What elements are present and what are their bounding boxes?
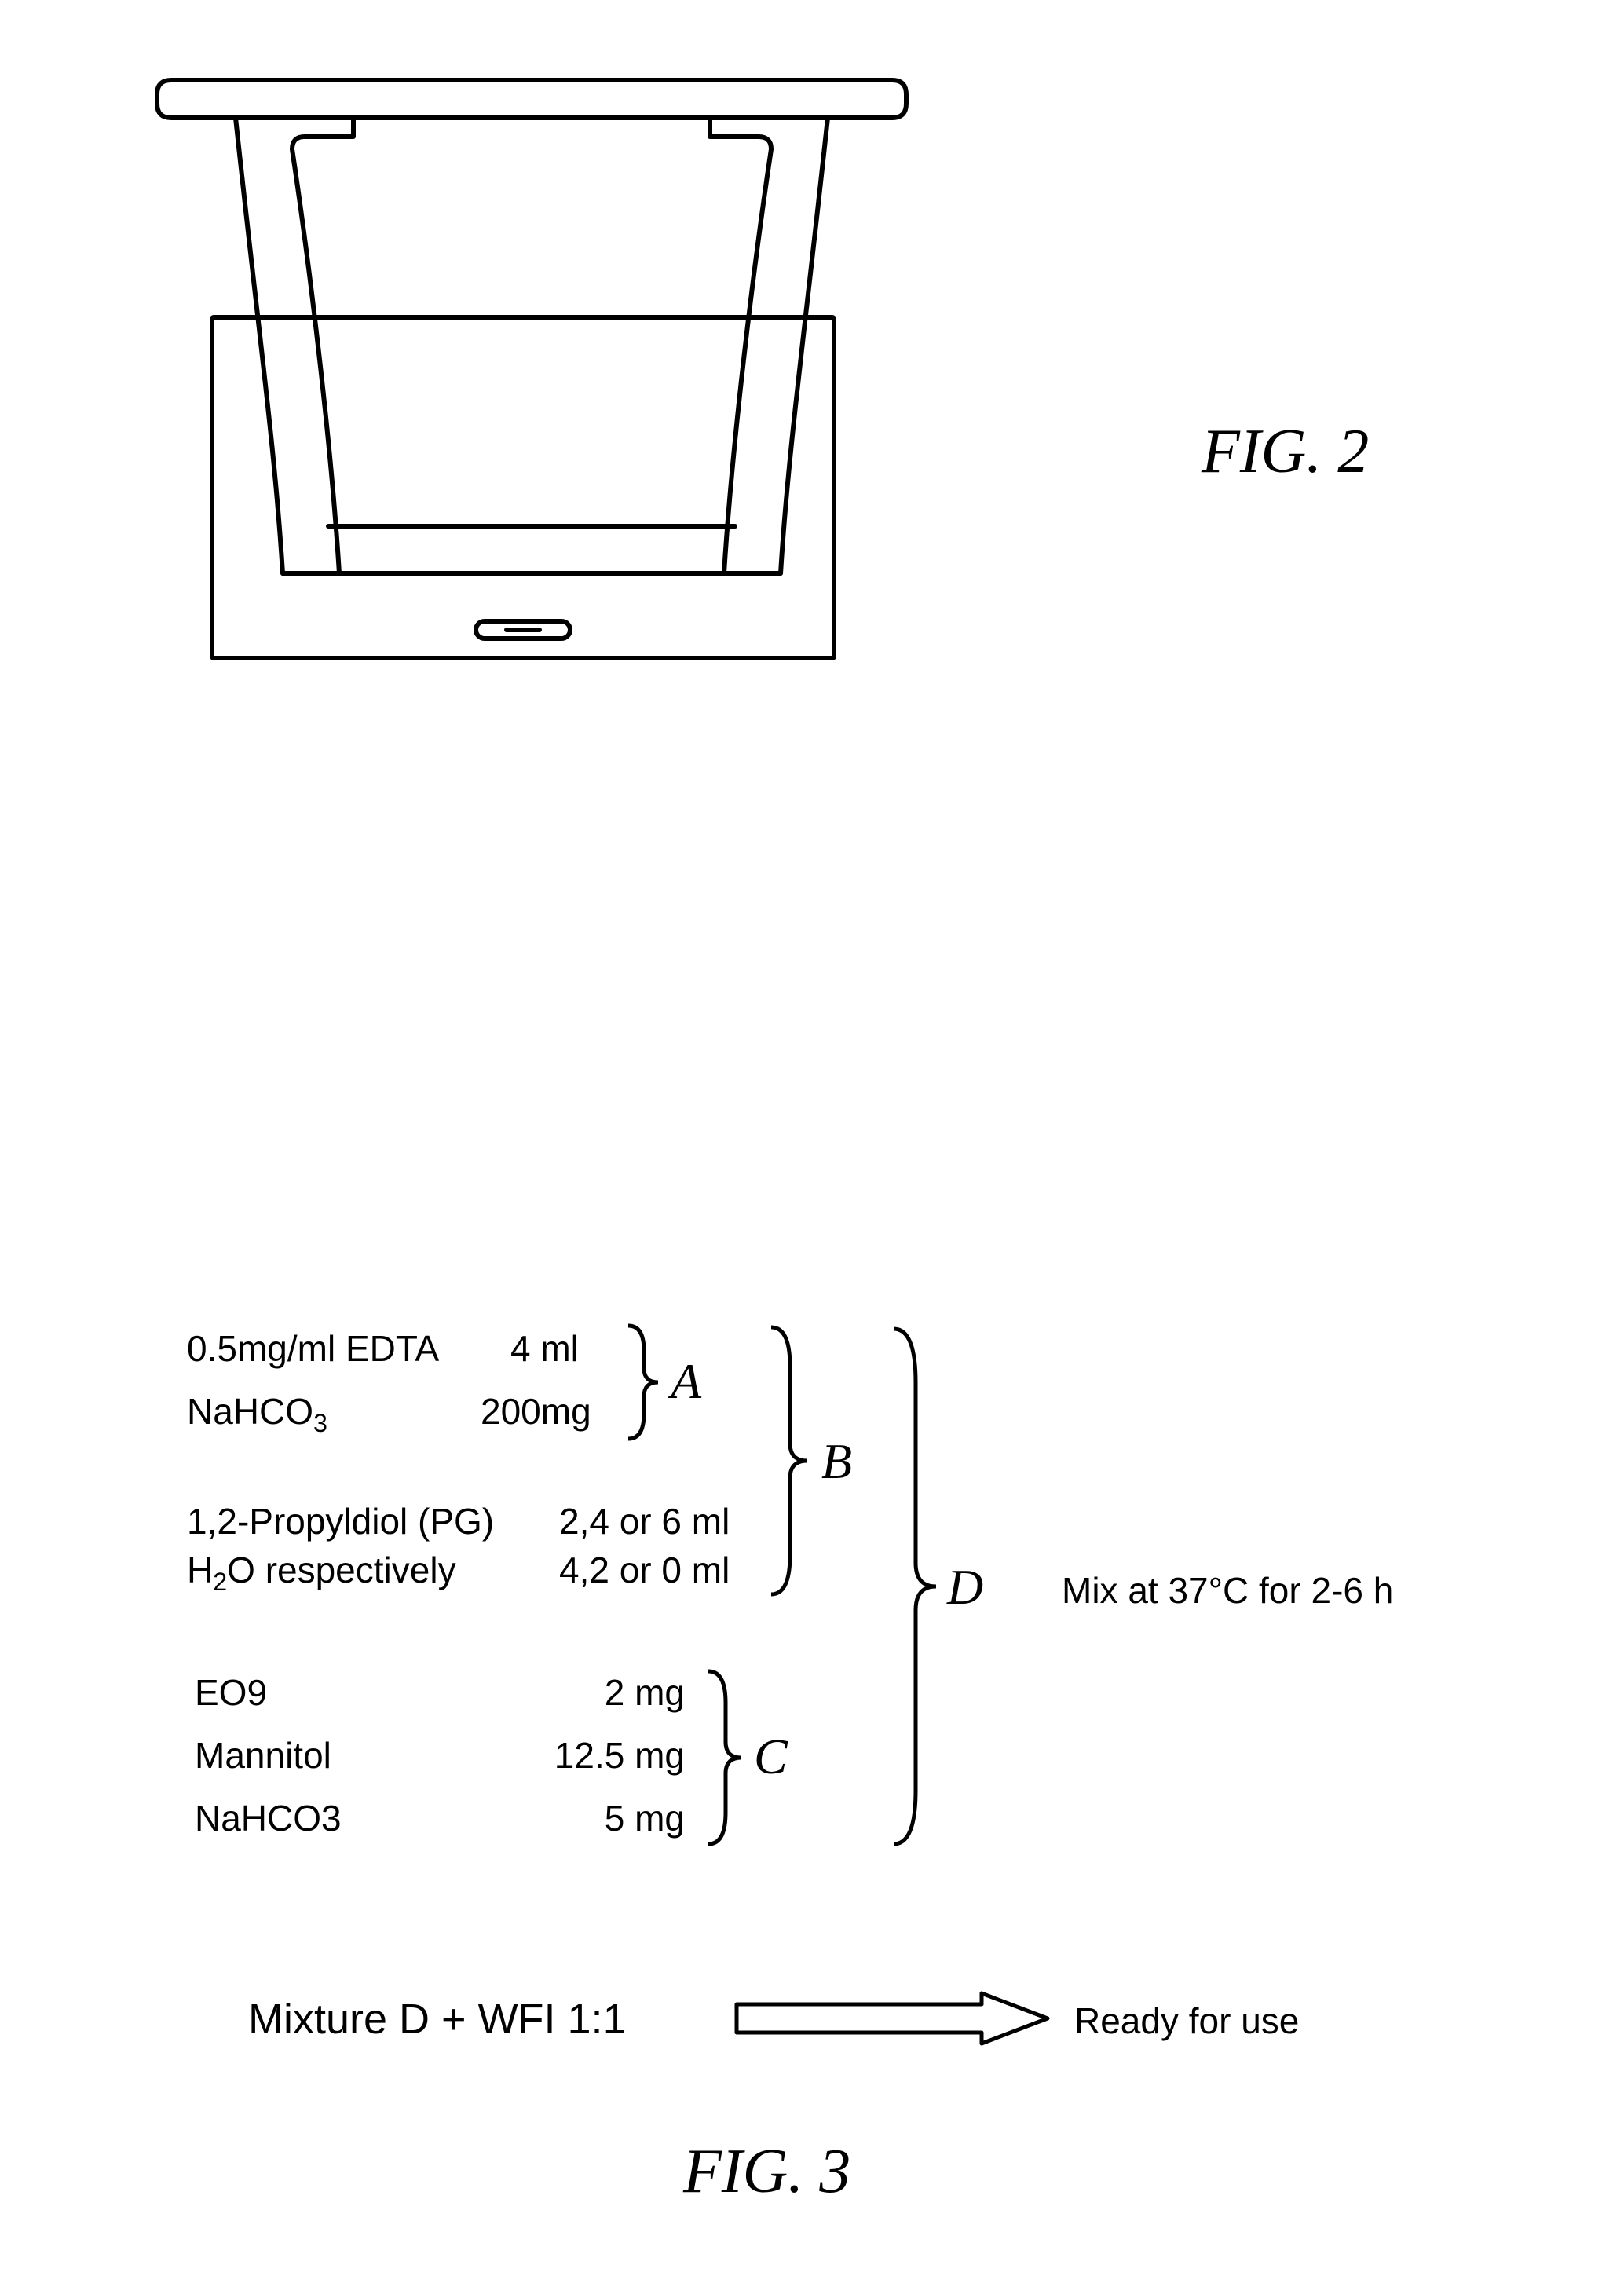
arrow-icon bbox=[730, 1987, 1060, 2050]
row-eo9-amount: 2 mg bbox=[591, 1671, 685, 1714]
row-mannitol-name: Mannitol bbox=[195, 1734, 331, 1777]
brace-c bbox=[700, 1663, 755, 1852]
ready-text: Ready for use bbox=[1074, 2000, 1299, 2042]
fig2-caption: FIG. 2 bbox=[1202, 416, 1369, 488]
row-nahco3b-name: NaHCO3 bbox=[195, 1797, 342, 1839]
brace-a-label: A bbox=[671, 1352, 701, 1411]
row-nahco3-name: NaHCO3 bbox=[187, 1390, 327, 1438]
fig3-caption: FIG. 3 bbox=[683, 2136, 850, 2208]
brace-d bbox=[886, 1319, 956, 1853]
row-nahco3b-amount: 5 mg bbox=[591, 1797, 685, 1839]
mix-text: Mix at 37°C for 2-6 h bbox=[1062, 1569, 1393, 1612]
brace-b-label: B bbox=[821, 1433, 852, 1491]
row-mannitol-amount: 12.5 mg bbox=[540, 1734, 685, 1777]
brace-a bbox=[620, 1319, 675, 1445]
fig2-drawing bbox=[79, 39, 942, 683]
row-nahco3-amount: 200mg bbox=[481, 1390, 591, 1433]
row-pg-amount: 2,4 or 6 ml bbox=[559, 1500, 730, 1542]
row-h2o-name: H2O respectively bbox=[187, 1549, 456, 1597]
row-eo9-name: EO9 bbox=[195, 1671, 267, 1714]
brace-c-label: C bbox=[754, 1728, 788, 1786]
row-h2o-amount: 4,2 or 0 ml bbox=[559, 1549, 730, 1591]
mixture-text: Mixture D + WFI 1:1 bbox=[248, 1995, 627, 2044]
brace-b bbox=[763, 1319, 826, 1602]
row-edta-amount: 4 ml bbox=[510, 1327, 579, 1370]
brace-d-label: D bbox=[947, 1558, 983, 1616]
row-pg-name: 1,2-Propyldiol (PG) bbox=[187, 1500, 494, 1542]
row-edta-name: 0.5mg/ml EDTA bbox=[187, 1327, 439, 1370]
page: FIG. 2 0.5mg/ml EDTA 4 ml NaHCO3 200mg 1… bbox=[0, 0, 1624, 2276]
